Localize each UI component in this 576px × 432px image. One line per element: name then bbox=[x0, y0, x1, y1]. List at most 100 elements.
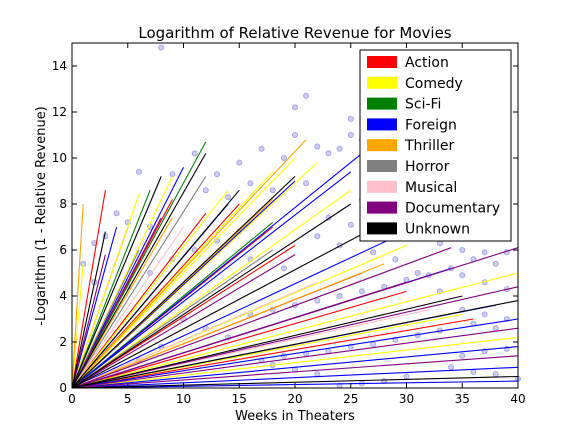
scatter-point bbox=[113, 210, 120, 217]
series-line-documentary bbox=[71, 247, 519, 389]
scatter-point bbox=[236, 159, 243, 166]
series-line-documentary bbox=[71, 217, 162, 389]
scatter-point bbox=[314, 297, 321, 304]
scatter-point bbox=[314, 143, 321, 150]
series-line-foreign bbox=[71, 171, 352, 389]
y-tick-label: 8 bbox=[59, 197, 67, 211]
scatter-point bbox=[370, 341, 377, 348]
scatter-point bbox=[347, 221, 354, 228]
y-tick-label: 12 bbox=[52, 105, 67, 119]
scatter-point bbox=[158, 44, 165, 51]
series-line-sci-fi bbox=[71, 141, 207, 389]
scatter-point bbox=[325, 150, 332, 157]
scatter-point bbox=[459, 272, 466, 279]
series-line-unknown bbox=[71, 176, 296, 389]
y-tick-label: 10 bbox=[52, 151, 67, 165]
x-tick-label: 40 bbox=[510, 392, 525, 406]
legend-label-musical: Musical bbox=[405, 180, 457, 196]
series-line-unknown bbox=[71, 176, 162, 389]
scatter-point bbox=[347, 131, 354, 138]
y-tick-label: 0 bbox=[59, 381, 67, 395]
series-line-comedy bbox=[71, 189, 229, 389]
x-tick-label: 5 bbox=[124, 392, 132, 406]
series-line-unknown bbox=[71, 153, 207, 389]
series-line-unknown bbox=[71, 189, 240, 389]
series-line-action bbox=[71, 290, 407, 389]
scatter-point bbox=[213, 171, 220, 178]
legend-swatch-horror bbox=[367, 160, 397, 172]
scatter-point bbox=[470, 368, 477, 375]
series-line-thriller bbox=[71, 139, 307, 389]
series-line-foreign bbox=[71, 366, 519, 389]
x-axis-ticks: 0 5 10 15 20 25 30 35 40 bbox=[68, 43, 526, 406]
series-line-comedy bbox=[71, 272, 519, 389]
legend-swatch-sci-fi bbox=[367, 97, 397, 110]
y-tick-label: 4 bbox=[59, 289, 67, 303]
scatter-point bbox=[169, 171, 176, 178]
series-line-action bbox=[71, 318, 474, 389]
scatter-point bbox=[336, 292, 343, 299]
series-lines bbox=[71, 139, 519, 389]
scatter-point bbox=[280, 265, 287, 272]
scatter-point bbox=[336, 145, 343, 152]
x-tick-label: 10 bbox=[176, 392, 191, 406]
scatter-point bbox=[492, 371, 499, 378]
scatter-point bbox=[370, 249, 377, 256]
x-tick-label: 15 bbox=[232, 392, 247, 406]
series-line-horror bbox=[71, 176, 207, 389]
series-line-documentary bbox=[71, 254, 296, 389]
scatter-point bbox=[291, 104, 298, 111]
series-line-musical bbox=[71, 226, 184, 389]
series-line-thriller bbox=[71, 263, 385, 389]
series-line-unknown bbox=[71, 203, 352, 389]
legend-swatch-thriller bbox=[367, 139, 397, 152]
scatter-point bbox=[247, 180, 254, 187]
scatter-point bbox=[269, 187, 276, 194]
series-line-sci-fi bbox=[71, 189, 151, 389]
scatter-point bbox=[448, 364, 455, 371]
scatter-point bbox=[225, 194, 232, 201]
series-line-foreign bbox=[71, 226, 118, 389]
series-line-thriller bbox=[71, 203, 84, 389]
chart-title: Logarithm of Relative Revenue for Movies bbox=[138, 24, 451, 42]
series-line-comedy bbox=[71, 263, 84, 389]
scatter-point bbox=[358, 288, 365, 295]
series-line-comedy bbox=[71, 194, 140, 389]
scatter-point bbox=[492, 325, 499, 332]
legend-label-comedy: Comedy bbox=[405, 76, 463, 92]
legend-swatch-unknown bbox=[367, 222, 397, 235]
scatter-point bbox=[492, 260, 499, 267]
scatter-point bbox=[481, 311, 488, 318]
scatter-point bbox=[414, 269, 421, 276]
y-tick-label: 2 bbox=[59, 335, 67, 349]
series-line-foreign bbox=[71, 346, 519, 389]
legend-swatch-documentary bbox=[367, 201, 397, 214]
series-line-documentary bbox=[71, 254, 106, 389]
series-line-documentary bbox=[71, 355, 519, 389]
scatter-point bbox=[459, 246, 466, 253]
series-line-unknown bbox=[71, 231, 106, 389]
legend-label-thriller: Thriller bbox=[404, 138, 454, 154]
legend-swatch-foreign bbox=[367, 118, 397, 131]
legend-label-horror: Horror bbox=[405, 159, 450, 175]
y-axis-ticks: 0 2 4 6 8 10 12 14 bbox=[52, 59, 518, 395]
legend-swatch-comedy bbox=[367, 76, 397, 89]
series-line-foreign bbox=[71, 152, 363, 389]
scatter-point bbox=[314, 233, 321, 240]
series-line-horror bbox=[71, 249, 140, 389]
series-line-unknown bbox=[71, 300, 519, 389]
scatter-point bbox=[135, 168, 142, 175]
legend-swatch-action bbox=[367, 56, 397, 68]
legend-label-foreign: Foreign bbox=[405, 117, 457, 133]
series-line-horror bbox=[71, 249, 274, 389]
legend: Action Comedy Sci-Fi Foreign Thriller Horror M… bbox=[359, 49, 512, 242]
scatter-point bbox=[202, 187, 209, 194]
series-line-documentary bbox=[71, 327, 519, 389]
scatter-point bbox=[481, 249, 488, 256]
series-line-musical bbox=[71, 281, 318, 389]
x-tick-label: 35 bbox=[455, 392, 470, 406]
series-line-action bbox=[71, 190, 106, 389]
series-line-comedy bbox=[71, 157, 296, 389]
scatter-point bbox=[347, 115, 354, 122]
